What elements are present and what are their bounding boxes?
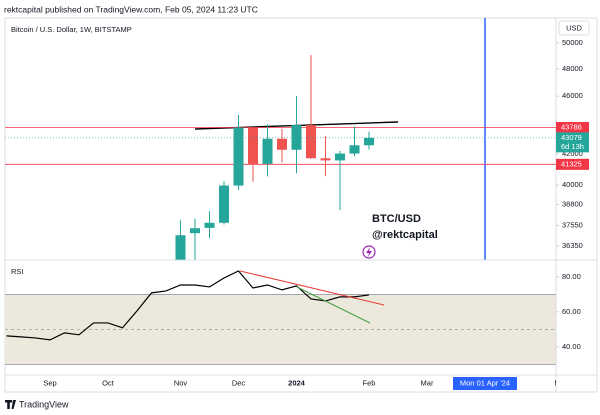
x-tick-label: Oct bbox=[102, 378, 115, 387]
header: rektcapital published on TradingView.com… bbox=[4, 4, 258, 14]
candle-body bbox=[335, 153, 345, 161]
icon bbox=[366, 247, 372, 257]
candle-body bbox=[306, 125, 316, 159]
candle-body bbox=[262, 138, 273, 164]
y-tick-label: 50000 bbox=[562, 38, 583, 47]
indicator-title: RSI bbox=[11, 267, 24, 276]
y-tick-label: 48000 bbox=[562, 64, 583, 73]
x-tick-label: Nov bbox=[174, 378, 188, 387]
y-tick-label: 80.00 bbox=[562, 272, 581, 281]
currency: USD bbox=[566, 23, 582, 32]
chart-title: Bitcoin / U.S. Dollar, 1W, BITSTAMP bbox=[11, 25, 132, 34]
candle-body bbox=[364, 137, 374, 146]
candle-body bbox=[233, 127, 244, 186]
price-label: 43786 bbox=[561, 122, 582, 131]
last-price-label: 43079 bbox=[561, 133, 582, 142]
x-tick-label: Sep bbox=[43, 378, 56, 387]
price-label-box bbox=[556, 158, 589, 170]
x-tick-label: M bbox=[554, 378, 560, 387]
crosshair-label-box bbox=[453, 377, 517, 390]
candle-body bbox=[349, 145, 360, 154]
currency-box bbox=[558, 20, 590, 36]
y-tick-label: 42000 bbox=[562, 149, 583, 158]
y-tick-label: 46000 bbox=[562, 91, 583, 100]
candle-body bbox=[248, 127, 258, 164]
candle-body bbox=[320, 158, 331, 161]
trendline bbox=[296, 286, 371, 324]
rsi-line bbox=[6, 270, 370, 341]
logo-mark bbox=[5, 400, 16, 409]
footer-logo: TradingView bbox=[5, 399, 69, 409]
y-tick-label: 36350 bbox=[562, 241, 583, 250]
author-icon bbox=[362, 245, 376, 259]
candle-body bbox=[291, 125, 302, 150]
trendline bbox=[239, 270, 385, 306]
x-tick-label: Dec bbox=[232, 378, 246, 387]
price-label-box bbox=[556, 121, 589, 133]
rsi-pane bbox=[5, 270, 556, 365]
time-axis: Sep Oct Nov Dec 2024 Feb Mar Mon 01 Apr '24 M bbox=[43, 377, 560, 390]
last-price-box bbox=[556, 132, 589, 153]
x-tick-label: 2024 bbox=[288, 378, 306, 387]
candle-body bbox=[277, 138, 287, 150]
price-pane bbox=[5, 18, 556, 260]
annotation: BTC/USD bbox=[372, 213, 421, 225]
candle-body bbox=[204, 222, 215, 228]
countdown-label: 6d 13h bbox=[561, 142, 584, 151]
crosshair-label: Mon 01 Apr '24 bbox=[460, 378, 510, 387]
rsi-trendlines bbox=[239, 270, 385, 324]
candle-body bbox=[219, 185, 229, 223]
price-label: 41325 bbox=[561, 159, 582, 168]
candle-body bbox=[175, 235, 186, 260]
candle-body bbox=[190, 228, 200, 234]
y-tick-label: 40.00 bbox=[562, 342, 581, 351]
y-tick-label: 37550 bbox=[562, 220, 583, 229]
x-tick-label: Mar bbox=[421, 378, 434, 387]
y-tick-label: 38800 bbox=[562, 199, 583, 208]
y-tick-label: 60.00 bbox=[562, 307, 581, 316]
annotation: @rektcapital bbox=[372, 229, 438, 241]
x-tick-label: Feb bbox=[363, 378, 376, 387]
y-tick-label: 40000 bbox=[562, 180, 583, 189]
footer: TradingView bbox=[19, 399, 69, 409]
